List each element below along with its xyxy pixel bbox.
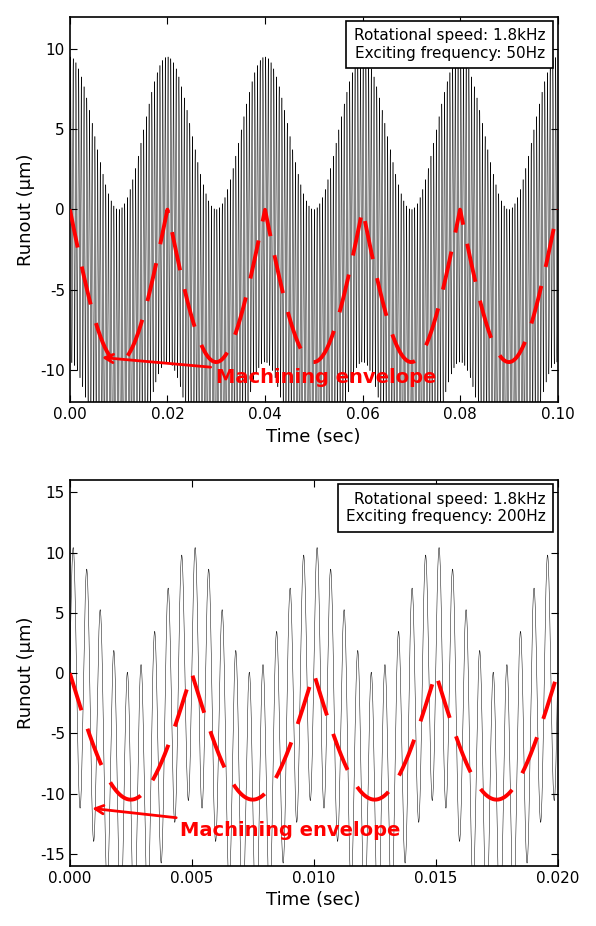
Text: Machining envelope: Machining envelope (105, 355, 436, 387)
Y-axis label: Runout (μm): Runout (μm) (17, 153, 35, 266)
X-axis label: Time (sec): Time (sec) (266, 892, 361, 909)
Text: Rotational speed: 1.8kHz
Exciting frequency: 50Hz: Rotational speed: 1.8kHz Exciting freque… (354, 28, 545, 60)
Y-axis label: Runout (μm): Runout (μm) (17, 617, 35, 730)
Text: Rotational speed: 1.8kHz
Exciting frequency: 200Hz: Rotational speed: 1.8kHz Exciting freque… (346, 492, 545, 524)
X-axis label: Time (sec): Time (sec) (266, 428, 361, 445)
Text: Machining envelope: Machining envelope (95, 806, 400, 840)
